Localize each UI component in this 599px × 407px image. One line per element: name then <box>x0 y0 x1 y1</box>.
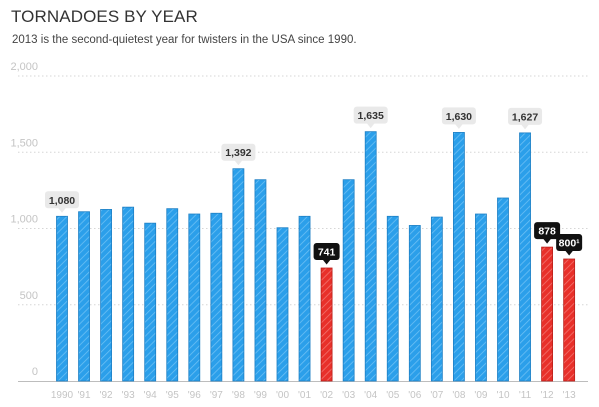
bar-05 <box>387 216 398 381</box>
value-callout: 1,630 <box>442 107 476 129</box>
x-tick-label: '08 <box>452 390 465 401</box>
bar-08 <box>453 132 464 381</box>
y-tick-label: 500 <box>20 290 38 302</box>
callout-label: 1,627 <box>512 111 538 123</box>
callout-pointer <box>565 251 573 256</box>
bar-94 <box>145 223 156 381</box>
callout-label: 1,635 <box>358 110 384 122</box>
callout-label: 741 <box>318 246 336 258</box>
callout-pointer <box>455 124 463 129</box>
x-tick-label: '99 <box>254 390 267 401</box>
x-tick-label: '97 <box>210 390 223 401</box>
bar-02 <box>321 268 332 381</box>
bar-98 <box>233 169 244 381</box>
callout-label: 878 <box>538 226 556 238</box>
value-callout: 800¹ <box>556 234 582 256</box>
x-tick-label: '02 <box>320 390 333 401</box>
x-tick-label: '92 <box>100 390 113 401</box>
x-tick-label: 1990 <box>51 390 74 401</box>
bar-03 <box>343 180 354 381</box>
x-tick-label: '05 <box>386 390 399 401</box>
bar-92 <box>101 209 112 381</box>
x-tick-label: '12 <box>541 390 554 401</box>
callout-label: 1,080 <box>49 195 75 207</box>
x-tick-label: '98 <box>232 390 245 401</box>
callout-label: 800¹ <box>559 238 581 250</box>
bar-10 <box>498 198 509 381</box>
y-tick-label: 1,000 <box>10 214 38 226</box>
callout-pointer <box>367 123 375 128</box>
x-tick-label: '00 <box>276 390 289 401</box>
value-callout: 741 <box>314 243 340 265</box>
value-callout: 1,627 <box>508 108 542 130</box>
bar-95 <box>167 209 178 381</box>
x-tick-label: '04 <box>364 390 377 401</box>
bar-91 <box>79 212 90 381</box>
bar-00 <box>277 228 288 381</box>
bar-13 <box>564 259 575 381</box>
callout-pointer <box>58 208 66 213</box>
y-tick-label: 2,000 <box>10 61 38 73</box>
value-callout: 1,080 <box>45 191 79 213</box>
x-tick-label: '91 <box>78 390 91 401</box>
callout-pointer <box>323 259 331 264</box>
y-tick-label: 1,500 <box>10 137 38 149</box>
x-tick-label: '93 <box>122 390 135 401</box>
bar-01 <box>299 216 310 381</box>
bar-09 <box>475 214 486 381</box>
bar-06 <box>409 225 420 381</box>
bar-1990 <box>57 216 68 381</box>
callout-label: 1,630 <box>446 111 472 123</box>
bar-11 <box>520 133 531 381</box>
y-tick-label: 0 <box>32 366 38 378</box>
x-tick-label: '94 <box>144 390 157 401</box>
bar-97 <box>211 213 222 381</box>
x-tick-label: '96 <box>188 390 201 401</box>
x-tick-label: '01 <box>298 390 311 401</box>
x-tick-label: '06 <box>408 390 421 401</box>
bar-99 <box>255 180 266 381</box>
bar-07 <box>431 217 442 381</box>
x-tick-label: '11 <box>519 390 532 401</box>
x-tick-label: '07 <box>430 390 443 401</box>
callout-pointer <box>543 239 551 244</box>
callout-pointer <box>234 160 242 165</box>
bar-93 <box>123 207 134 381</box>
x-tick-label: '95 <box>166 390 179 401</box>
value-callout: 1,635 <box>354 107 388 129</box>
bar-12 <box>542 247 553 381</box>
bar-96 <box>189 214 200 381</box>
x-tick-label: '10 <box>496 390 509 401</box>
x-tick-label: '13 <box>563 390 576 401</box>
x-tick-label: '03 <box>342 390 355 401</box>
bar-04 <box>365 132 376 381</box>
callout-pointer <box>521 124 529 129</box>
x-tick-label: '09 <box>474 390 487 401</box>
callout-label: 1,392 <box>225 147 251 159</box>
value-callout: 1,392 <box>221 144 255 166</box>
